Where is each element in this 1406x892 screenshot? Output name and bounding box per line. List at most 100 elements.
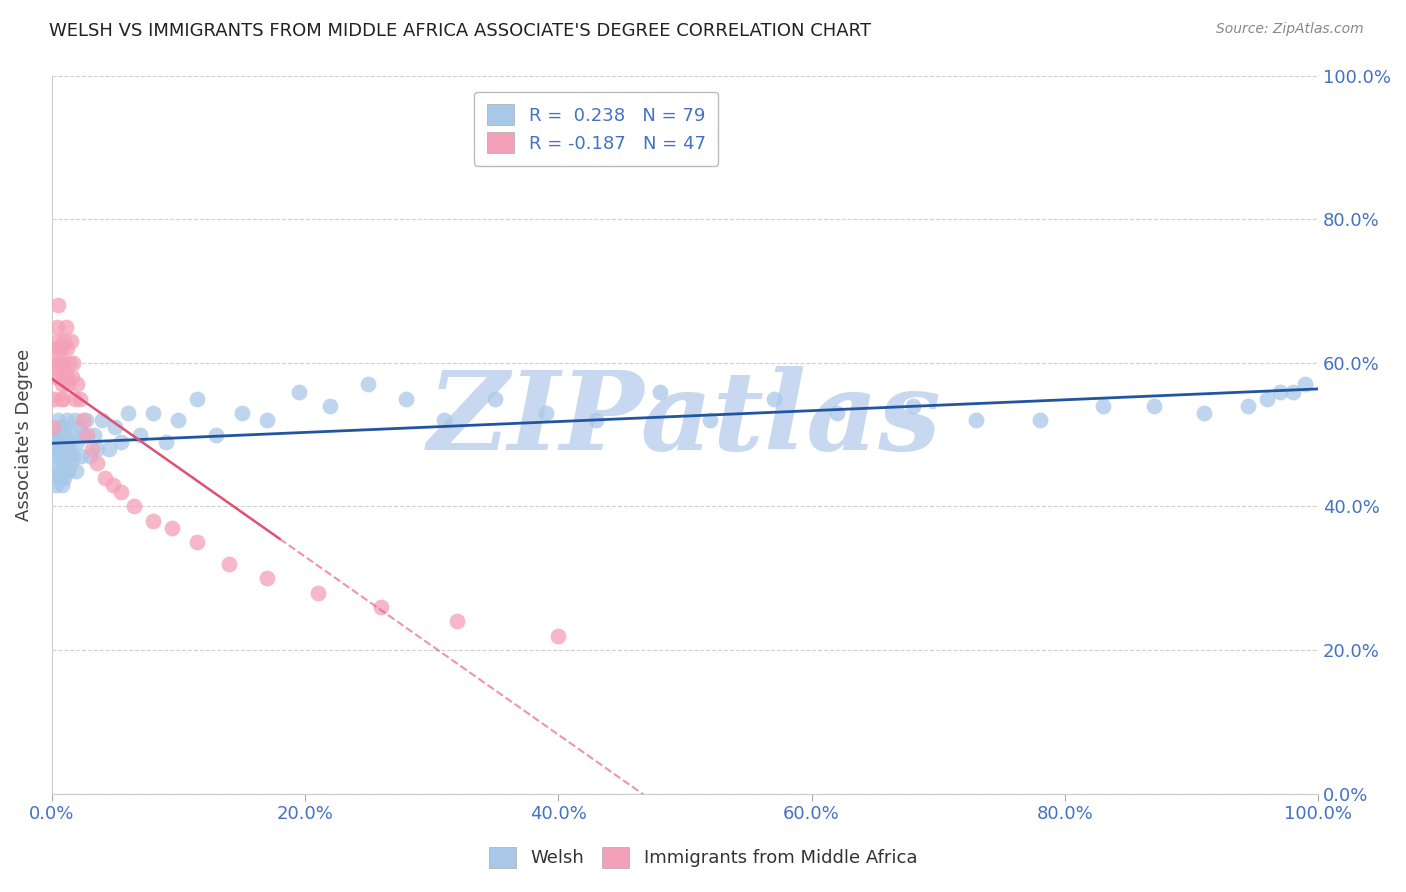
Point <box>58 377 80 392</box>
Point <box>53 334 76 349</box>
Point <box>155 434 177 449</box>
Point <box>70 449 93 463</box>
Point <box>1192 406 1215 420</box>
Point <box>69 420 91 434</box>
Point <box>44 427 66 442</box>
Point <box>86 456 108 470</box>
Point <box>62 449 84 463</box>
Point <box>44 463 66 477</box>
Point <box>256 571 278 585</box>
Point <box>53 442 76 456</box>
Point <box>79 449 101 463</box>
Point <box>45 471 67 485</box>
Point <box>44 392 66 406</box>
Point <box>287 384 309 399</box>
Point <box>534 406 557 420</box>
Point <box>58 463 80 477</box>
Point <box>110 485 132 500</box>
Point <box>446 615 468 629</box>
Point <box>129 427 152 442</box>
Point <box>63 392 86 406</box>
Point <box>1028 413 1050 427</box>
Point <box>72 413 94 427</box>
Point <box>52 356 75 370</box>
Point <box>56 449 79 463</box>
Point <box>56 342 79 356</box>
Point <box>433 413 456 427</box>
Point <box>186 392 208 406</box>
Point <box>307 585 329 599</box>
Point <box>49 356 72 370</box>
Point <box>51 478 73 492</box>
Point <box>56 370 79 384</box>
Point <box>46 298 69 312</box>
Point <box>160 521 183 535</box>
Point <box>53 370 76 384</box>
Point <box>256 413 278 427</box>
Text: ZIPatlas: ZIPatlas <box>427 367 942 474</box>
Point <box>62 356 84 370</box>
Point <box>104 420 127 434</box>
Point <box>1281 384 1303 399</box>
Point <box>44 356 66 370</box>
Point <box>55 463 77 477</box>
Point <box>59 334 82 349</box>
Point <box>58 442 80 456</box>
Point <box>46 334 69 349</box>
Point <box>53 471 76 485</box>
Point <box>110 434 132 449</box>
Point <box>65 463 87 477</box>
Point <box>60 427 83 442</box>
Point <box>53 420 76 434</box>
Point <box>1295 377 1317 392</box>
Point <box>82 442 104 456</box>
Text: WELSH VS IMMIGRANTS FROM MIDDLE AFRICA ASSOCIATE'S DEGREE CORRELATION CHART: WELSH VS IMMIGRANTS FROM MIDDLE AFRICA A… <box>49 22 872 40</box>
Point <box>55 319 77 334</box>
Point <box>48 342 70 356</box>
Point <box>49 442 72 456</box>
Point <box>1091 399 1114 413</box>
Point <box>55 427 77 442</box>
Point <box>59 456 82 470</box>
Point <box>142 406 165 420</box>
Point <box>94 471 117 485</box>
Point <box>101 478 124 492</box>
Point <box>699 413 721 427</box>
Point <box>484 392 506 406</box>
Point <box>45 319 67 334</box>
Point <box>49 420 72 434</box>
Point <box>51 449 73 463</box>
Point <box>231 406 253 420</box>
Point <box>42 420 65 434</box>
Point <box>370 599 392 614</box>
Point <box>46 449 69 463</box>
Point <box>51 342 73 356</box>
Point <box>56 413 79 427</box>
Point <box>48 463 70 477</box>
Point <box>66 434 89 449</box>
Point <box>1142 399 1164 413</box>
Point <box>83 427 105 442</box>
Point <box>648 384 671 399</box>
Point <box>42 449 65 463</box>
Point <box>63 413 86 427</box>
Point <box>122 500 145 514</box>
Y-axis label: Associate's Degree: Associate's Degree <box>15 349 32 521</box>
Point <box>186 535 208 549</box>
Point <box>58 356 80 370</box>
Point <box>901 399 924 413</box>
Point <box>86 442 108 456</box>
Point <box>319 399 342 413</box>
Point <box>46 413 69 427</box>
Point <box>72 427 94 442</box>
Point <box>51 377 73 392</box>
Point <box>52 456 75 470</box>
Point <box>205 427 228 442</box>
Point <box>48 427 70 442</box>
Point <box>46 434 69 449</box>
Point <box>1237 399 1260 413</box>
Point <box>547 629 569 643</box>
Point <box>49 471 72 485</box>
Point <box>45 427 67 442</box>
Point <box>75 413 97 427</box>
